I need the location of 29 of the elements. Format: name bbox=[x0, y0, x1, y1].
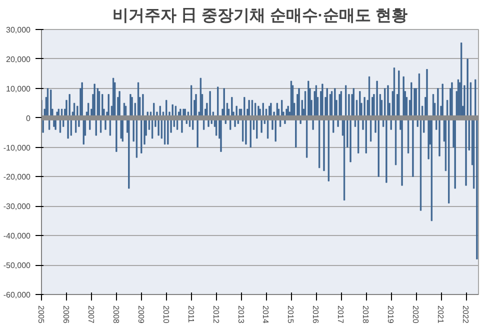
y-tick-label: -60,000 bbox=[3, 290, 32, 300]
x-tick-label: 2022 bbox=[461, 306, 470, 324]
x-tick-label: 2016 bbox=[311, 306, 320, 324]
y-tick-label: -30,000 bbox=[3, 202, 32, 212]
y-tick-label: -40,000 bbox=[3, 232, 32, 241]
y-tick-label: 10,000 bbox=[6, 84, 32, 94]
y-tick-label: 30,000 bbox=[6, 26, 32, 34]
x-tick-label: 2015 bbox=[286, 306, 296, 324]
x-tick-label: 2011 bbox=[186, 306, 196, 324]
chart-title: 비거주자 日 중장기채 순매수·순매도 현황 bbox=[112, 8, 408, 24]
x-tick-label: 2009 bbox=[136, 306, 146, 324]
x-tick-label: 2019 bbox=[386, 306, 396, 324]
y-tick-label: 20,000 bbox=[6, 54, 32, 64]
x-tick-label: 2010 bbox=[161, 306, 170, 324]
x-tick-label: 2021 bbox=[436, 306, 446, 324]
x-tick-label: 2008 bbox=[111, 306, 120, 324]
y-tick-label: -20,000 bbox=[3, 172, 32, 182]
x-tick-label: 2014 bbox=[261, 306, 270, 324]
x-tick-label: 2018 bbox=[361, 306, 370, 324]
x-tick-label: 2017 bbox=[336, 306, 346, 324]
x-tick-label: 2012 bbox=[211, 306, 220, 324]
x-tick-label: 2020 bbox=[411, 306, 420, 324]
x-tick-label: 2007 bbox=[86, 306, 96, 324]
x-tick-label: 2006 bbox=[61, 306, 70, 324]
y-tick-label: 0 bbox=[26, 114, 32, 123]
x-tick-label: 2013 bbox=[236, 306, 246, 324]
y-tick-label: -50,000 bbox=[3, 261, 32, 270]
y-tick-label: -10,000 bbox=[3, 143, 32, 152]
x-tick-label: 2005 bbox=[36, 306, 46, 324]
